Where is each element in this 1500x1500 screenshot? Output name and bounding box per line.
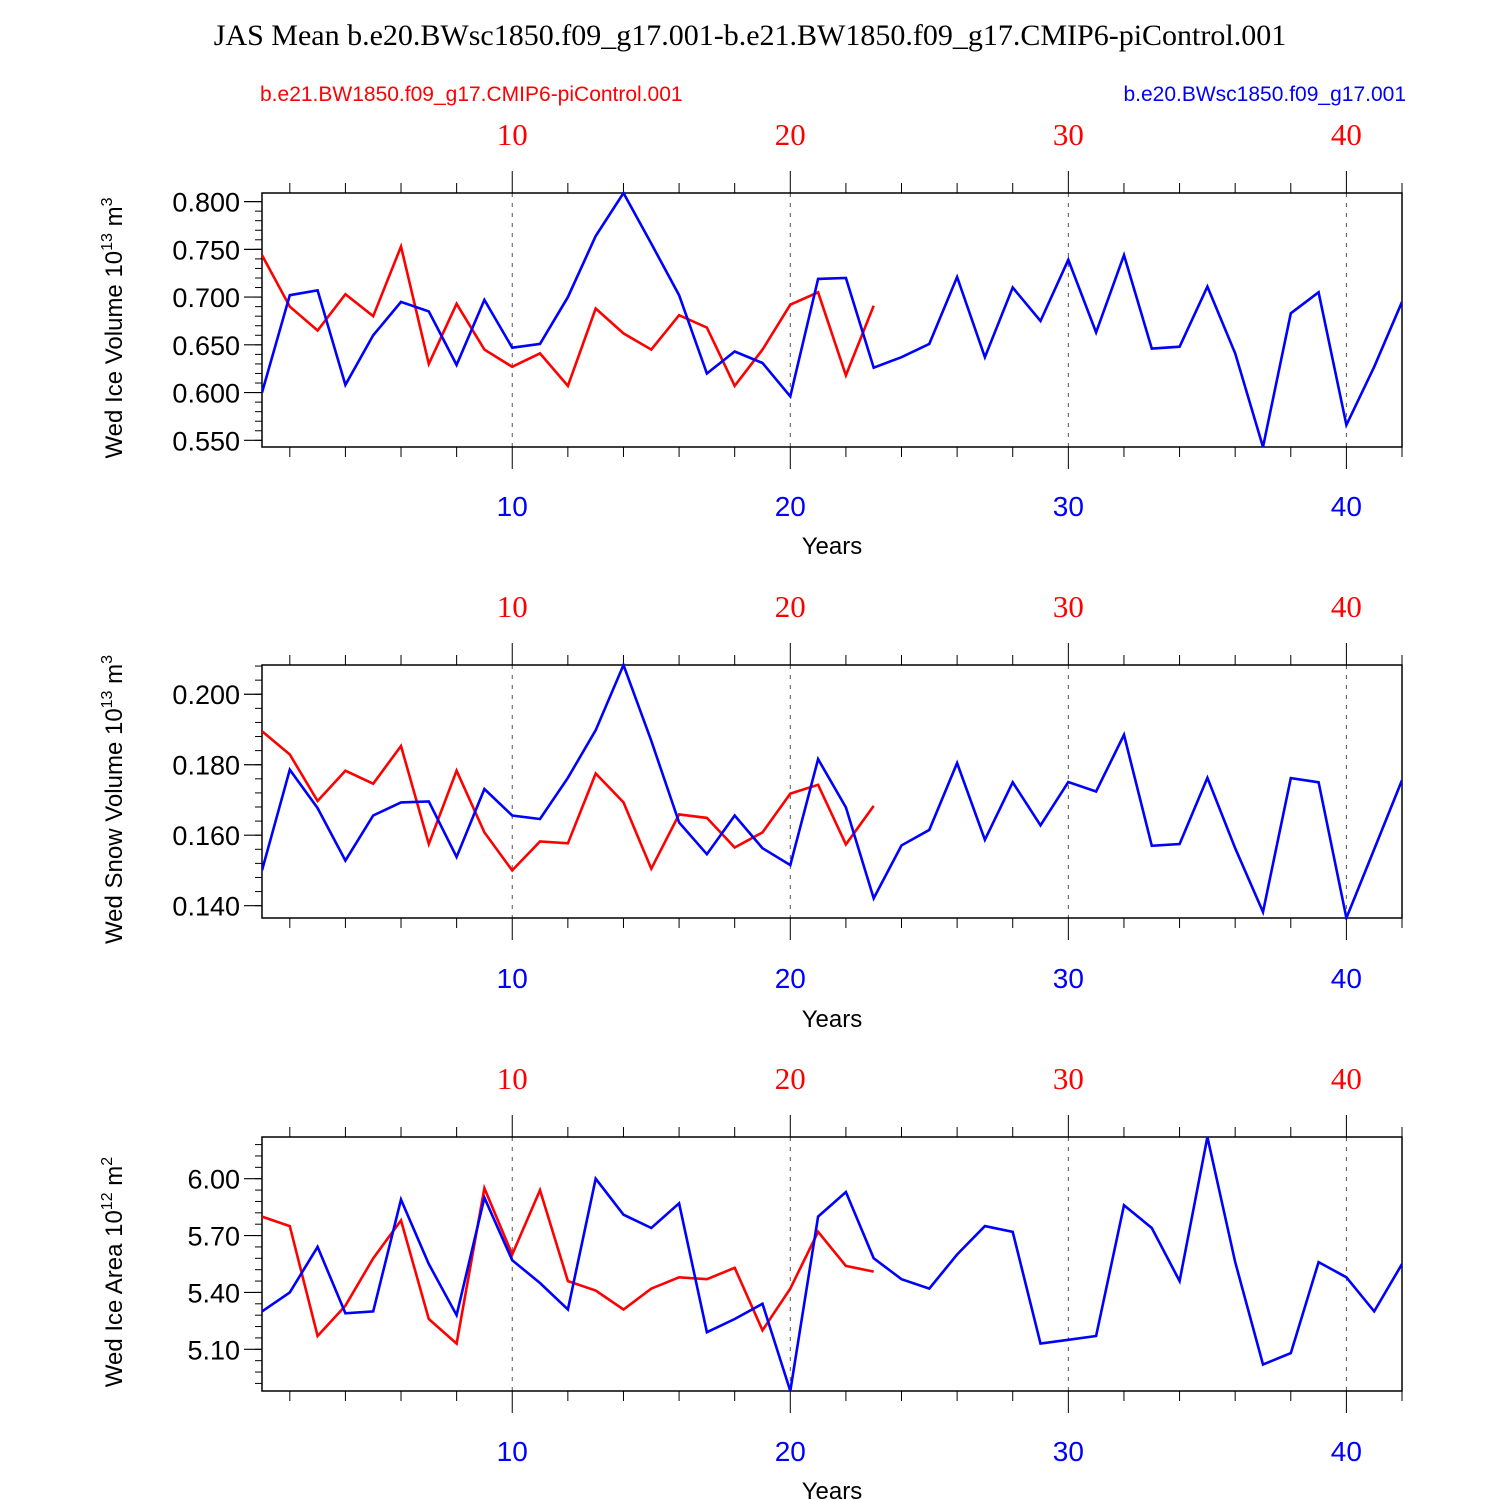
x-axis-label: Years — [802, 1478, 863, 1500]
y-tick-label: 0.750 — [172, 235, 240, 265]
series-line-blue — [262, 663, 1402, 920]
y-tick-label: 0.160 — [172, 821, 240, 851]
bottom-x-tick-label: 20 — [775, 963, 806, 994]
chart-panel-1: 0.550 0.600 0.650 0.700 0.750 0.800 10 10 20 20 30… — [99, 117, 1403, 560]
y-tick-label: 5.10 — [187, 1335, 240, 1365]
y-axis-label-unit: m — [101, 664, 128, 691]
series-line-red — [262, 1183, 874, 1347]
bottom-x-tick-label: 30 — [1053, 963, 1084, 994]
y-tick-label: 0.550 — [172, 426, 240, 456]
y-axis-label-text: Wed Snow Volume 10 — [101, 708, 128, 944]
figure-title: JAS Mean b.e20.BWsc1850.f09_g17.001-b.e2… — [214, 19, 1286, 52]
top-x-tick-label: 40 — [1331, 117, 1362, 152]
series-line-red — [262, 242, 875, 389]
y-axis-label-unit-exponent: 3 — [99, 655, 116, 664]
y-tick-label: 0.650 — [172, 331, 240, 361]
series-line-blue — [262, 191, 1402, 448]
y-axis-label: Wed Snow Volume 1013 m3 — [99, 655, 128, 944]
y-axis-label: Wed Ice Area 1012 m2 — [99, 1157, 128, 1387]
y-axis-label-unit: m — [101, 1166, 128, 1193]
top-x-tick-label: 40 — [1331, 1061, 1362, 1096]
bottom-x-tick-label: 30 — [1053, 1436, 1084, 1467]
y-tick-label: 0.600 — [172, 379, 240, 409]
top-x-tick-label: 30 — [1053, 589, 1084, 624]
chart-panel-3: 5.10 5.40 5.70 6.00 10 10 20 20 30 30 40 40 Years Wed… — [99, 1061, 1403, 1500]
plot-frame — [261, 664, 1403, 919]
y-axis-label-text: Wed Ice Volume 10 — [101, 251, 128, 459]
top-x-tick-label: 10 — [497, 1061, 528, 1096]
top-x-tick-label: 20 — [775, 589, 806, 624]
panels: 0.5500.6000.6500.7000.7500.8001010202030… — [99, 117, 1403, 1500]
top-x-tick-label: 10 — [497, 117, 528, 152]
bottom-x-tick-label: 20 — [775, 1436, 806, 1467]
y-tick-label: 0.700 — [172, 283, 240, 313]
y-axis-label-exponent: 13 — [99, 233, 116, 251]
series-line-red — [262, 730, 875, 873]
y-tick-label: 0.800 — [172, 188, 240, 218]
y-axis-label-unit: m — [101, 206, 128, 233]
bottom-x-tick-label: 10 — [497, 963, 528, 994]
top-x-tick-label: 20 — [775, 117, 806, 152]
bottom-x-tick-label: 10 — [497, 491, 528, 522]
top-x-tick-label: 10 — [497, 589, 528, 624]
y-axis-label-unit-exponent: 2 — [99, 1157, 116, 1166]
bottom-x-tick-label: 40 — [1331, 963, 1362, 994]
top-x-tick-label: 20 — [775, 1061, 806, 1096]
legend-left-label: b.e21.BW1850.f09_g17.CMIP6-piControl.001 — [260, 83, 683, 106]
y-tick-label: 5.70 — [187, 1222, 240, 1252]
y-axis-label-exponent: 12 — [99, 1192, 116, 1210]
x-axis-label: Years — [802, 1006, 863, 1033]
y-tick-label: 0.200 — [172, 680, 240, 710]
legend-right-label: b.e20.BWsc1850.f09_g17.001 — [1123, 83, 1406, 106]
y-tick-label: 0.180 — [172, 751, 240, 781]
bottom-x-tick-label: 30 — [1053, 491, 1084, 522]
bottom-x-tick-label: 40 — [1331, 491, 1362, 522]
y-axis-label-text: Wed Ice Area 10 — [101, 1210, 128, 1387]
series-line-blue — [262, 1136, 1402, 1392]
y-axis-label-unit-exponent: 3 — [99, 197, 116, 206]
bottom-x-tick-label: 10 — [497, 1436, 528, 1467]
y-tick-label: 0.140 — [172, 892, 240, 922]
y-tick-label: 5.40 — [187, 1278, 240, 1308]
top-x-tick-label: 40 — [1331, 589, 1362, 624]
plot-frame — [261, 1136, 1403, 1392]
top-x-tick-label: 30 — [1053, 117, 1084, 152]
chart-panel-2: 0.140 0.160 0.180 0.200 10 10 20 20 30 30 40 40 Year… — [99, 589, 1403, 1033]
bottom-x-tick-label: 40 — [1331, 1436, 1362, 1467]
plot-frame — [261, 192, 1403, 448]
y-tick-label: 6.00 — [187, 1165, 240, 1195]
x-axis-label: Years — [802, 533, 863, 560]
bottom-x-tick-label: 20 — [775, 491, 806, 522]
top-x-tick-label: 30 — [1053, 1061, 1084, 1096]
y-axis-label-exponent: 13 — [99, 690, 116, 708]
y-axis-label: Wed Ice Volume 1013 m3 — [99, 197, 128, 458]
